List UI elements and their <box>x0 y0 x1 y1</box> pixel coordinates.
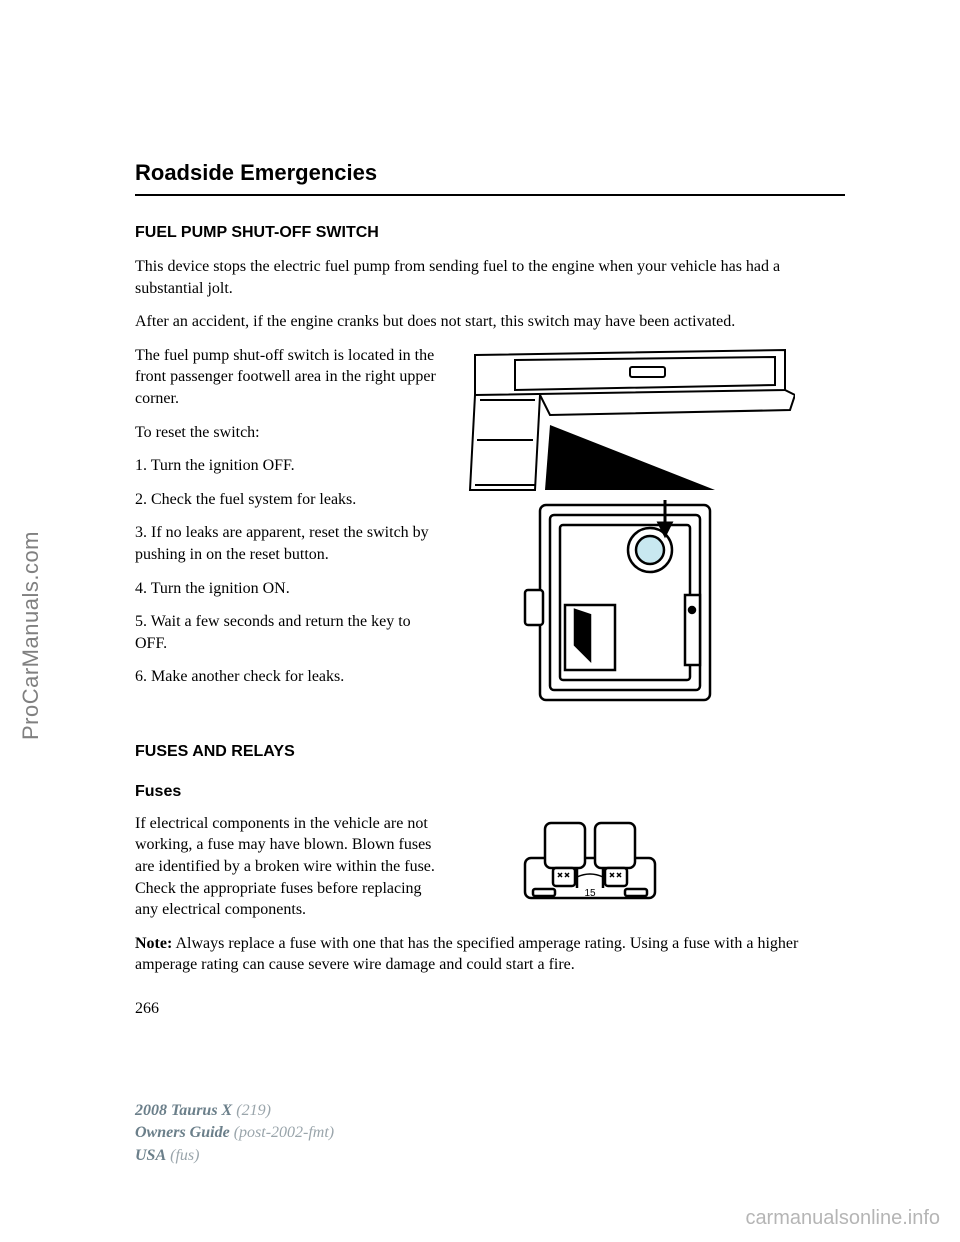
fuses-text-column: If electrical components in the vehicle … <box>135 813 445 933</box>
note-label: Note: <box>135 935 172 952</box>
footer-region: USA <box>135 1147 166 1164</box>
step-5: 5. Wait a few seconds and return the key… <box>135 611 445 654</box>
fuel-pump-illustration-column <box>465 345 845 715</box>
section-fuel-pump-title: FUEL PUMP SHUT-OFF SWITCH <box>135 224 845 242</box>
note-text: Always replace a fuse with one that has … <box>135 935 798 974</box>
fuel-pump-text-column: The fuel pump shut-off switch is located… <box>135 345 445 715</box>
fuses-two-column: If electrical components in the vehicle … <box>135 813 845 933</box>
fuel-pump-two-column: The fuel pump shut-off switch is located… <box>135 345 845 715</box>
fuse-number-label: 15 <box>584 888 596 899</box>
footer-block: 2008 Taurus X (219) Owners Guide (post-2… <box>135 1100 334 1167</box>
footer-model: 2008 Taurus X <box>135 1102 232 1119</box>
fuel-pump-intro-1: This device stops the electric fuel pump… <box>135 256 845 299</box>
footer-model-code: (219) <box>236 1102 271 1119</box>
footwell-illustration <box>465 345 795 495</box>
fuses-illustration-column: 15 <box>465 813 845 933</box>
fuse-illustration: 15 <box>515 813 665 913</box>
page-number: 266 <box>135 1000 845 1018</box>
section-fuses-title: FUSES AND RELAYS <box>135 743 845 761</box>
footer-guide-code: (post-2002-fmt) <box>234 1124 334 1141</box>
fuse-note: Note: Always replace a fuse with one tha… <box>135 933 845 976</box>
footer-region-code: (fus) <box>170 1147 199 1164</box>
fuel-pump-location: The fuel pump shut-off switch is located… <box>135 345 445 410</box>
fuses-body: If electrical components in the vehicle … <box>135 813 445 921</box>
step-4: 4. Turn the ignition ON. <box>135 578 445 600</box>
bottom-watermark: carmanualsonline.info <box>745 1207 940 1230</box>
fuel-pump-intro-2: After an accident, if the engine cranks … <box>135 311 845 333</box>
reset-intro: To reset the switch: <box>135 422 445 444</box>
header-rule <box>135 194 845 196</box>
fuses-subtitle: Fuses <box>135 783 845 801</box>
chapter-title: Roadside Emergencies <box>135 160 845 186</box>
step-2: 2. Check the fuel system for leaks. <box>135 489 445 511</box>
page-content: Roadside Emergencies FUEL PUMP SHUT-OFF … <box>0 0 960 1018</box>
step-3: 3. If no leaks are apparent, reset the s… <box>135 522 445 565</box>
footer-guide: Owners Guide <box>135 1124 230 1141</box>
step-1: 1. Turn the ignition OFF. <box>135 455 445 477</box>
switch-illustration <box>520 495 740 715</box>
step-6: 6. Make another check for leaks. <box>135 666 445 688</box>
